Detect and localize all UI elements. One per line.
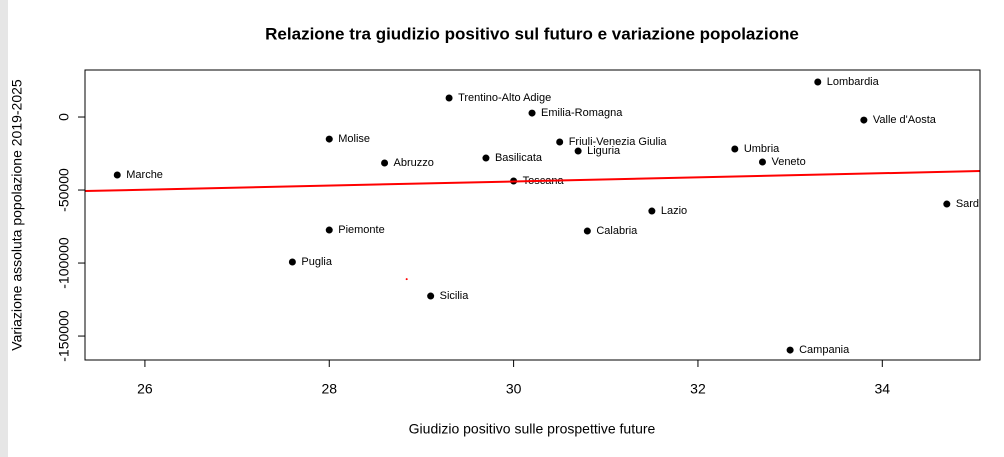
point-label: Valle d'Aosta bbox=[873, 114, 937, 126]
point bbox=[731, 145, 739, 153]
point-label: Liguria bbox=[587, 145, 621, 157]
point bbox=[482, 154, 490, 162]
point bbox=[325, 226, 333, 234]
point-label: Lazio bbox=[661, 205, 687, 217]
point-label: Emilia-Romagna bbox=[541, 107, 623, 119]
y-tick-label: -100000 bbox=[56, 237, 72, 289]
point-label: Calabria bbox=[596, 225, 638, 237]
point-label: Piemonte bbox=[338, 224, 384, 236]
point-label: Veneto bbox=[771, 156, 805, 168]
point-label: Sard bbox=[956, 198, 979, 210]
point bbox=[528, 109, 536, 117]
window-edge bbox=[0, 0, 8, 457]
x-tick-label: 34 bbox=[875, 381, 891, 397]
point bbox=[943, 200, 951, 208]
plot-frame bbox=[84, 69, 981, 361]
point bbox=[786, 346, 794, 354]
point-label: Sicilia bbox=[440, 290, 470, 302]
point-label: Umbria bbox=[744, 143, 780, 155]
point bbox=[758, 158, 766, 166]
point bbox=[556, 138, 564, 146]
point-label: Trentino-Alto Adige bbox=[458, 92, 551, 104]
trend-line bbox=[85, 170, 980, 193]
point bbox=[325, 135, 333, 143]
point bbox=[574, 147, 582, 155]
marker bbox=[405, 278, 408, 281]
point bbox=[648, 207, 656, 215]
y-tick-label: 0 bbox=[56, 113, 72, 121]
y-axis-label: Variazione assoluta popolazione 2019-202… bbox=[9, 79, 25, 351]
x-tick-label: 26 bbox=[137, 381, 153, 397]
chart-title: Relazione tra giudizio positivo sul futu… bbox=[265, 24, 799, 43]
point-label: Basilicata bbox=[495, 152, 543, 164]
x-axis-label: Giudizio positivo sulle prospettive futu… bbox=[409, 421, 656, 437]
point bbox=[445, 94, 453, 102]
point-label: Molise bbox=[338, 133, 370, 145]
point bbox=[427, 292, 435, 300]
y-tick-label: -150000 bbox=[56, 310, 72, 362]
point-label: Lombardia bbox=[827, 76, 880, 88]
point-label: Marche bbox=[126, 169, 163, 181]
x-tick-label: 32 bbox=[690, 381, 706, 397]
point-label: Puglia bbox=[301, 256, 332, 268]
y-tick-label: -50000 bbox=[56, 168, 72, 212]
point bbox=[288, 258, 296, 266]
point bbox=[113, 171, 121, 179]
x-tick-label: 28 bbox=[321, 381, 337, 397]
point-label: Abruzzo bbox=[394, 157, 434, 169]
point bbox=[381, 159, 389, 167]
point bbox=[860, 116, 868, 124]
point bbox=[583, 227, 591, 235]
point-label: Campania bbox=[799, 344, 850, 356]
plot-area: Marche Molise Abruzzo Piemonte Puglia Sicilia… bbox=[85, 76, 980, 356]
point-label: Friuli-Venezia Giulia bbox=[569, 136, 668, 148]
point bbox=[814, 78, 822, 86]
x-tick-label: 30 bbox=[506, 381, 522, 397]
